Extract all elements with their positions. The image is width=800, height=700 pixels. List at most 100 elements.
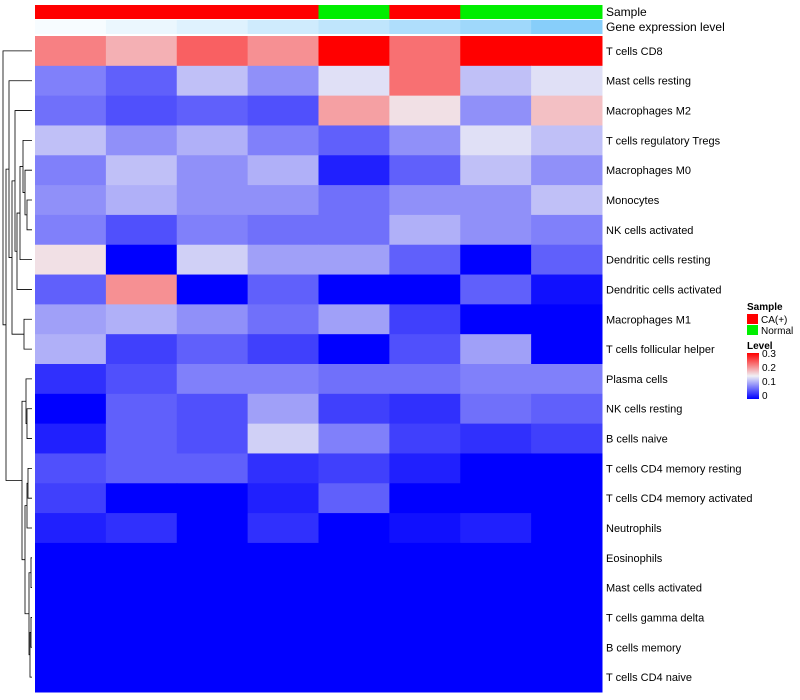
heatmap-cell	[247, 364, 319, 395]
heatmap-cell	[460, 274, 532, 305]
heatmap-cell	[247, 483, 319, 514]
heatmap-cell	[35, 632, 107, 663]
row-label: NK cells resting	[606, 404, 682, 416]
heatmap-cell	[460, 304, 532, 335]
heatmap-cell	[531, 95, 603, 126]
heatmap-cell	[176, 423, 249, 454]
heatmap-cell	[105, 125, 178, 156]
heatmap-cell	[247, 453, 319, 484]
heatmap-cell	[176, 513, 249, 544]
sample-annotation-cell	[247, 5, 319, 19]
row-label: Macrophages M1	[606, 314, 691, 326]
dendrogram-branch	[30, 557, 32, 589]
heatmap-cell	[389, 542, 461, 574]
row-label: T cells regulatory Tregs	[606, 135, 721, 147]
row-label: B cells naive	[606, 434, 668, 446]
heatmap-cell	[531, 632, 603, 663]
row-label: Plasma cells	[606, 374, 668, 386]
heatmap-cell	[460, 155, 532, 186]
heatmap-cell	[389, 662, 461, 693]
heatmap-cell	[318, 483, 390, 514]
heatmap-cell	[389, 632, 461, 663]
dendrogram-branch	[8, 80, 32, 258]
row-label: NK cells activated	[606, 225, 693, 237]
heatmap-cell	[105, 95, 178, 126]
heatmap-cell	[460, 334, 532, 365]
heatmap-cell	[531, 185, 603, 216]
heatmap-cell	[247, 632, 319, 663]
heatmap-cell	[460, 662, 532, 693]
heatmap-cell	[531, 513, 603, 544]
heatmap-cell	[105, 36, 178, 67]
heatmap-cell	[105, 155, 178, 186]
sample-annotation-cell	[531, 5, 603, 19]
sample-annotation-cell	[105, 5, 178, 19]
heatmap-cell	[247, 274, 319, 305]
heatmap-cell	[318, 125, 390, 156]
heatmap-cell	[176, 274, 249, 305]
dendrogram-branch	[26, 199, 32, 231]
heatmap-cell	[105, 244, 178, 276]
row-label: T cells CD4 memory resting	[606, 463, 742, 475]
row-label: Dendritic cells activated	[606, 284, 722, 296]
level-tick-label: 0.1	[762, 377, 776, 388]
heatmap-cell	[460, 483, 532, 514]
heatmap-cell	[35, 65, 107, 97]
heatmap-cell	[35, 513, 107, 544]
heatmap-cell	[460, 393, 532, 425]
heatmap-cell	[35, 423, 107, 454]
row-label: T cells gamma delta	[606, 612, 705, 624]
heatmap-cell	[105, 632, 178, 663]
heatmap-cell	[35, 542, 107, 574]
heatmap-cell	[318, 155, 390, 186]
heatmap-cell	[105, 304, 178, 335]
heatmap-cell	[105, 393, 178, 425]
heatmap-cell	[389, 304, 461, 335]
heatmap-cell	[105, 214, 178, 246]
annotation-track-label: Gene expression level	[606, 20, 725, 34]
heatmap-cell	[318, 95, 390, 126]
heatmap-cell	[318, 632, 390, 663]
dendrogram-branch	[30, 617, 32, 648]
heatmap-cell	[460, 244, 532, 276]
heatmap-cell	[318, 423, 390, 454]
expression-annotation-cell	[318, 20, 390, 34]
heatmap-cell	[389, 334, 461, 365]
heatmap-cell	[531, 364, 603, 395]
heatmap-cell	[460, 95, 532, 126]
heatmap-cell	[460, 214, 532, 246]
heatmap-cell	[176, 662, 249, 693]
heatmap-cell	[318, 304, 390, 335]
heatmap-cell	[35, 244, 107, 276]
heatmap-cell	[318, 36, 390, 67]
heatmap-cell	[247, 602, 319, 633]
heatmap-cell	[176, 125, 249, 156]
heatmap-cell	[389, 513, 461, 544]
heatmap-cell	[176, 65, 249, 97]
heatmap-cell	[247, 125, 319, 156]
heatmap-cell	[247, 304, 319, 335]
heatmap-cell	[176, 214, 249, 246]
heatmap-cell	[247, 393, 319, 425]
dendrogram-branch	[11, 180, 24, 335]
heatmap-cell	[389, 185, 461, 216]
heatmap-cell	[531, 155, 603, 186]
heatmap-cell	[460, 632, 532, 663]
heatmap-cell	[318, 513, 390, 544]
heatmap-cell	[460, 602, 532, 633]
dendrogram-branch	[19, 166, 32, 261]
heatmap-cell	[176, 244, 249, 276]
heatmap-cell	[35, 214, 107, 246]
row-labels: T cells CD8 Mast cells resting Macrophages…	[606, 46, 753, 684]
expression-annotation-cell	[460, 20, 532, 34]
heatmap-cell	[35, 662, 107, 693]
heatmap-cell	[531, 334, 603, 365]
heatmap-cell	[531, 65, 603, 97]
heatmap-cell	[389, 244, 461, 276]
heatmap-cell	[35, 274, 107, 305]
heatmap-cell	[531, 483, 603, 514]
row-label: Mast cells resting	[606, 76, 691, 88]
heatmap-cell	[247, 155, 319, 186]
heatmap-cell	[318, 65, 390, 97]
